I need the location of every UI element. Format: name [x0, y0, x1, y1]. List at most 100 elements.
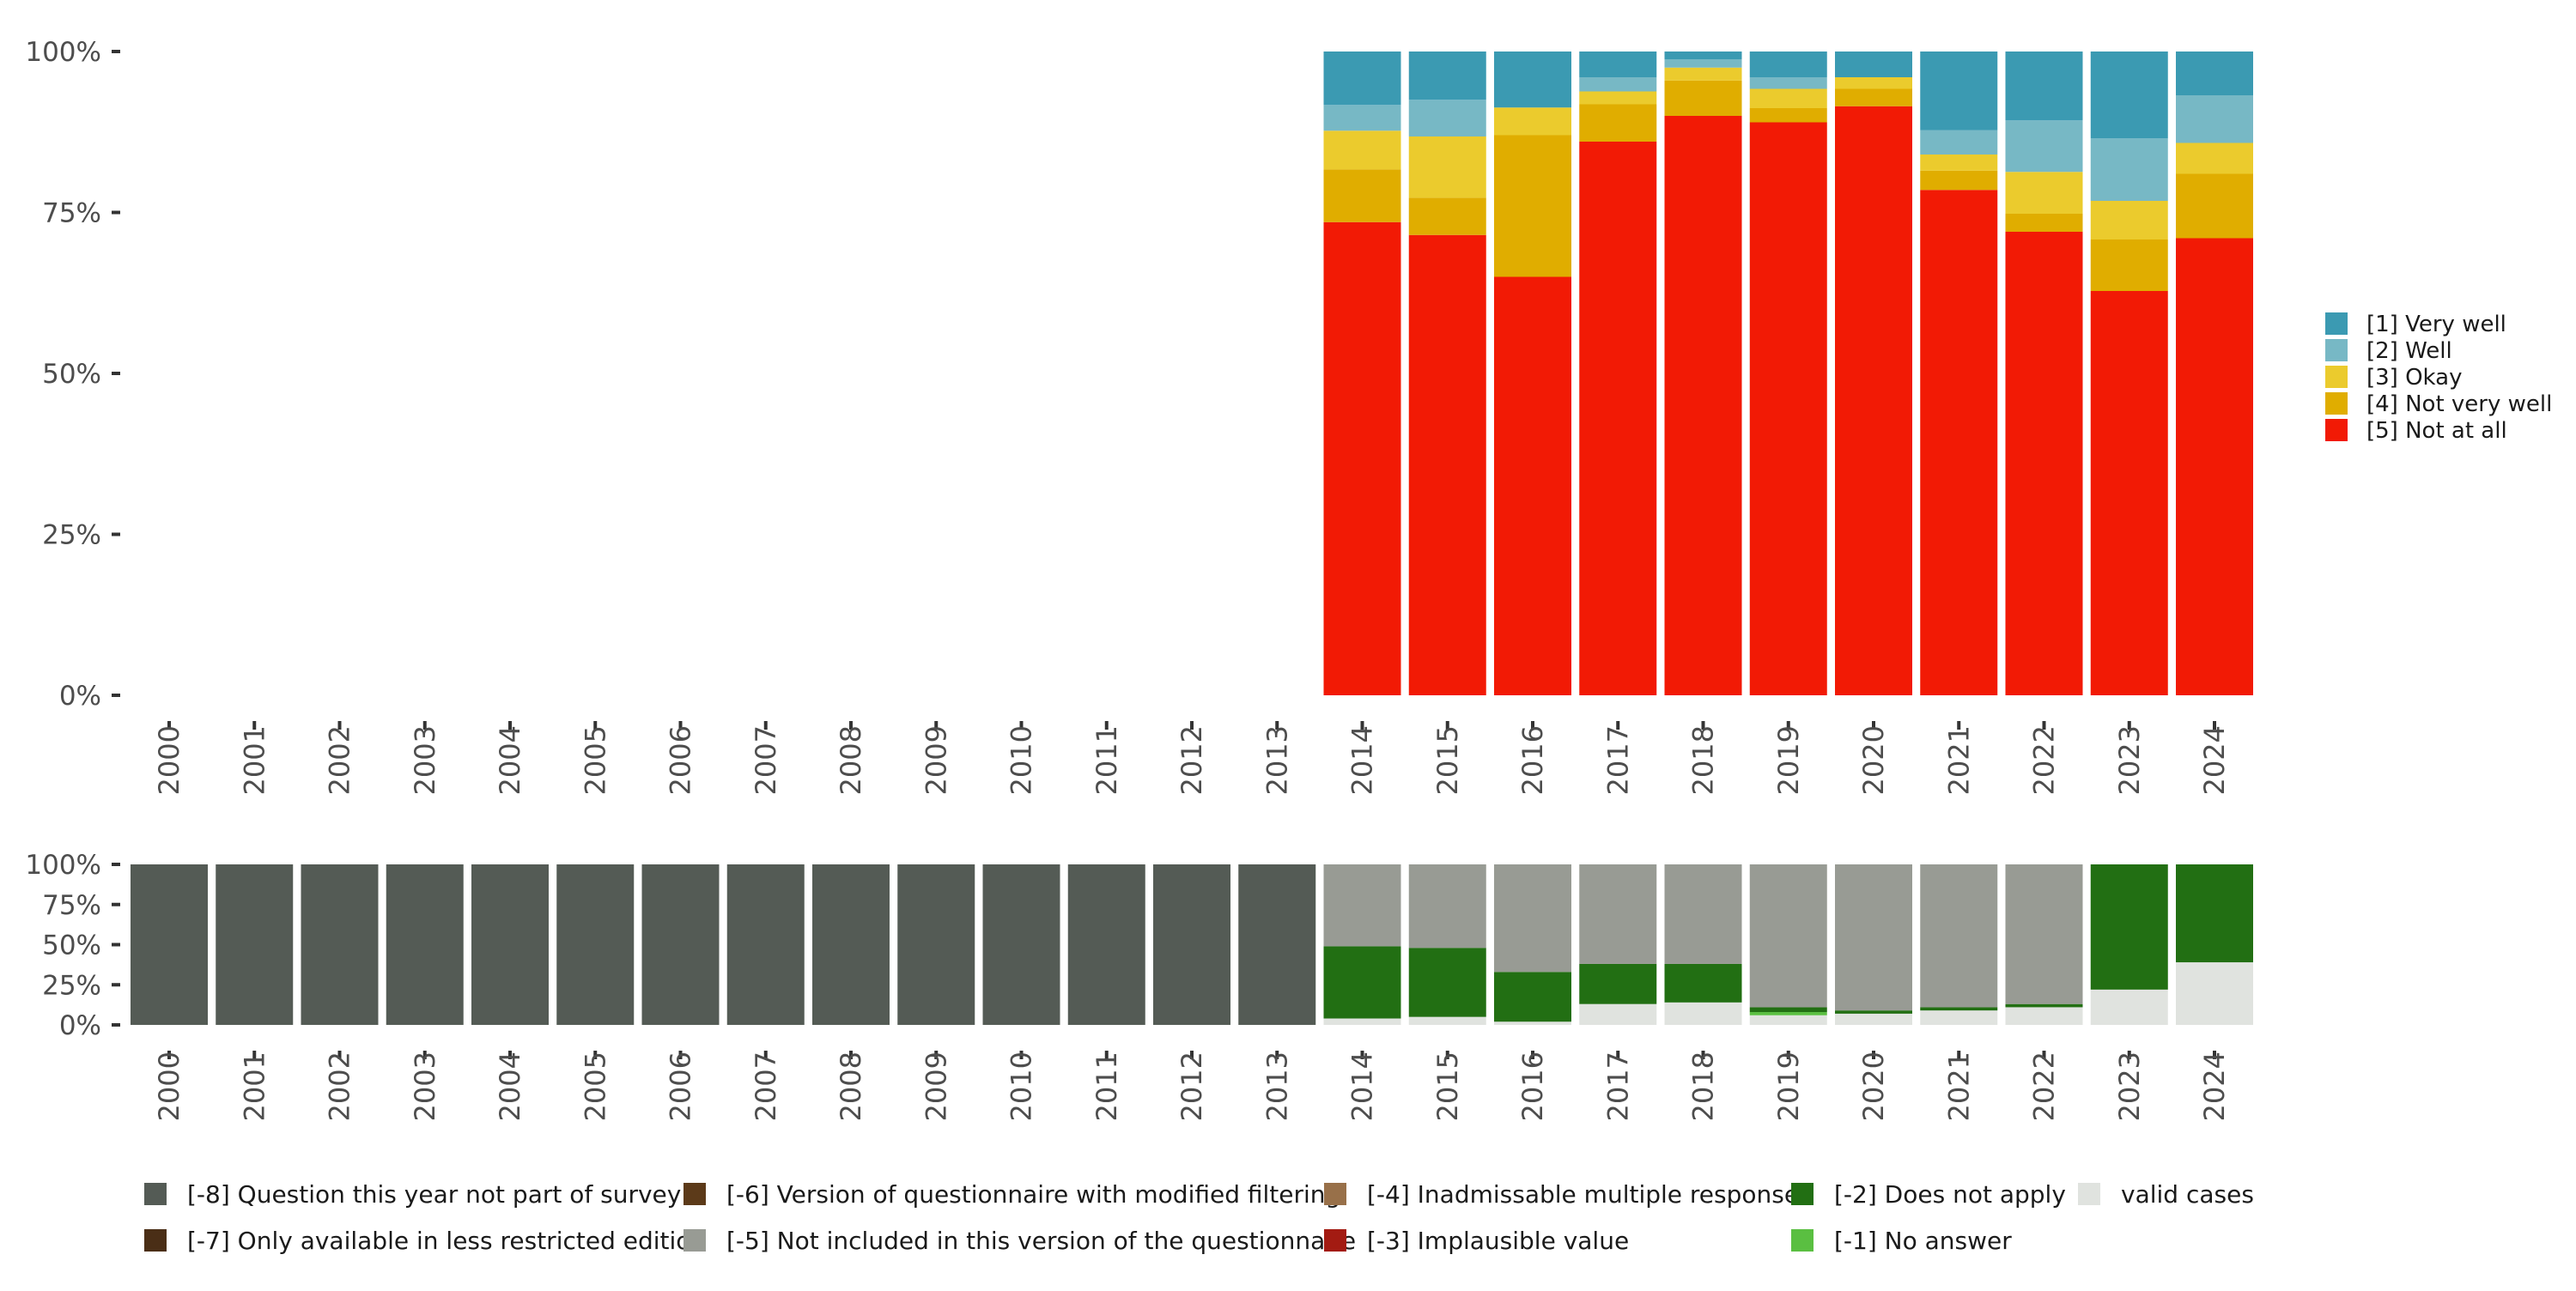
bottom-bar-segment — [2005, 1007, 2083, 1025]
bottom-legend-swatch — [144, 1183, 167, 1205]
top-bar-segment — [2005, 232, 2083, 695]
top-x-tick-label: 2021 — [1942, 725, 1975, 795]
top-bar-segment — [1664, 67, 1742, 81]
top-bar-segment — [1749, 77, 1827, 89]
bottom-bar-segment — [1664, 864, 1742, 964]
top-bar-segment — [1749, 52, 1827, 77]
top-x-tick-label: 2016 — [1516, 725, 1549, 795]
top-bar-segment — [2176, 173, 2253, 239]
top-legend-label: [4] Not very well — [2366, 391, 2552, 417]
bottom-bar-segment — [471, 864, 549, 1025]
top-bar-segment — [1920, 155, 1998, 171]
top-legend-swatch — [2325, 312, 2348, 335]
top-bar-segment — [1749, 88, 1827, 108]
bottom-bar-segment — [131, 864, 208, 1025]
bottom-y-tick-label: 0% — [59, 1010, 101, 1041]
bottom-bar-segment — [556, 864, 635, 1025]
top-legend-swatch — [2325, 419, 2348, 441]
bottom-x-tick-label: 2014 — [1346, 1052, 1379, 1121]
bottom-bar-segment — [1835, 864, 1912, 1011]
bottom-x-tick-label: 2010 — [1005, 1052, 1038, 1121]
bottom-legend-label: [-2] Does not apply — [1834, 1180, 2066, 1209]
bottom-bar-segment — [897, 864, 975, 1025]
top-x-tick-label: 2007 — [750, 725, 782, 795]
top-bar-segment — [2090, 201, 2168, 239]
top-bar-segment — [1579, 142, 1657, 695]
bottom-x-tick-label: 2015 — [1431, 1052, 1464, 1121]
bottom-y-tick-label: 75% — [42, 890, 101, 921]
top-bar-segment — [1579, 52, 1657, 77]
top-bar-segment — [1494, 52, 1571, 108]
bottom-bar-segment — [1920, 1010, 1998, 1025]
bottom-legend-label: [-7] Only available in less restricted e… — [187, 1227, 706, 1255]
bottom-bar-segment — [1323, 946, 1401, 1019]
top-x-tick-label: 2019 — [1772, 725, 1805, 795]
top-y-tick-label: 75% — [42, 198, 101, 229]
bottom-y-tick-label: 50% — [42, 930, 101, 961]
top-bar-segment — [1664, 52, 1742, 59]
bottom-x-tick-label: 2007 — [750, 1052, 782, 1121]
top-y-tick-label: 50% — [42, 359, 101, 390]
bottom-bar-segment — [1323, 864, 1401, 947]
bottom-legend-label: [-6] Version of questionnaire with modif… — [726, 1180, 1340, 1209]
top-legend: [1] Very well[2] Well[3] Okay[4] Not ver… — [2325, 312, 2552, 444]
top-legend-label: [3] Okay — [2366, 365, 2462, 391]
bottom-bar-segment — [1494, 864, 1571, 973]
bottom-y-tick-label: 25% — [42, 970, 101, 1001]
bottom-bar-segment — [1408, 948, 1486, 1017]
top-bar-segment — [2176, 95, 2253, 143]
bottom-legend-swatch — [1791, 1229, 1814, 1252]
bottom-bar-segment — [726, 864, 805, 1025]
top-x-tick-label: 2008 — [835, 725, 867, 795]
bottom-bar-segment — [1494, 972, 1571, 1022]
top-x-tick-label: 2023 — [2113, 725, 2146, 795]
bottom-bar-segment — [1664, 1002, 1742, 1025]
bottom-bar-segment — [2176, 864, 2253, 963]
top-y-axis: 0% 25% 50% 75% 100% — [25, 37, 120, 712]
bottom-bar-segment — [1579, 963, 1657, 1004]
top-bar-segment — [1749, 108, 1827, 123]
bottom-bar-segment — [982, 864, 1060, 1025]
bottom-bar-segment — [1749, 1012, 1827, 1015]
bottom-x-tick-label: 2017 — [1601, 1052, 1634, 1121]
top-bar-segment — [2176, 52, 2253, 95]
top-bar-segment — [1323, 105, 1401, 131]
top-x-tick-label: 2015 — [1431, 725, 1464, 795]
top-bar-segment — [2090, 52, 2168, 139]
top-x-tick-label: 2000 — [153, 725, 185, 795]
bottom-bar-segment — [1494, 1021, 1571, 1025]
bottom-x-tick-label: 2011 — [1091, 1052, 1123, 1121]
top-x-tick-label: 2010 — [1005, 725, 1038, 795]
bottom-bar-segment — [2005, 1003, 2083, 1008]
top-bar-segment — [1664, 59, 1742, 68]
top-bar-segment — [1323, 221, 1401, 695]
top-bar-segment — [2005, 214, 2083, 232]
top-bar-segment — [1494, 107, 1571, 136]
bottom-bar-segment — [1067, 864, 1145, 1025]
bottom-bar-segment — [1153, 864, 1230, 1025]
bottom-bar-segment — [2090, 989, 2168, 1025]
bottom-x-tick-label: 2009 — [920, 1052, 952, 1121]
bottom-legend-label: [-4] Inadmissable multiple response — [1367, 1180, 1799, 1209]
top-y-tick-label: 100% — [25, 37, 101, 68]
bottom-x-tick-label: 2021 — [1942, 1052, 1975, 1121]
bottom-bar-segment — [1238, 864, 1316, 1025]
bottom-bar-segment — [1579, 864, 1657, 964]
top-x-tick-label: 2004 — [494, 725, 526, 795]
bottom-x-tick-label: 2005 — [579, 1052, 611, 1121]
bottom-bar-segment — [1920, 864, 1998, 1008]
bottom-legend-swatch — [2078, 1183, 2100, 1205]
top-bar-segment — [1408, 52, 1486, 100]
bottom-bar-segment — [1408, 1016, 1486, 1025]
top-legend-swatch — [2325, 366, 2348, 388]
top-bar-segment — [1408, 100, 1486, 136]
bottom-x-tick-label: 2000 — [153, 1052, 185, 1121]
top-x-tick-label: 2018 — [1687, 725, 1720, 795]
top-legend-swatch — [2325, 392, 2348, 415]
bottom-bar-segment — [1408, 864, 1486, 949]
bottom-x-tick-label: 2013 — [1261, 1052, 1293, 1121]
bottom-legend-label: [-3] Implausible value — [1367, 1227, 1629, 1255]
top-bar-segment — [1323, 52, 1401, 106]
bottom-bar-segment — [2090, 864, 2168, 990]
bottom-legend-label: valid cases — [2121, 1180, 2254, 1209]
